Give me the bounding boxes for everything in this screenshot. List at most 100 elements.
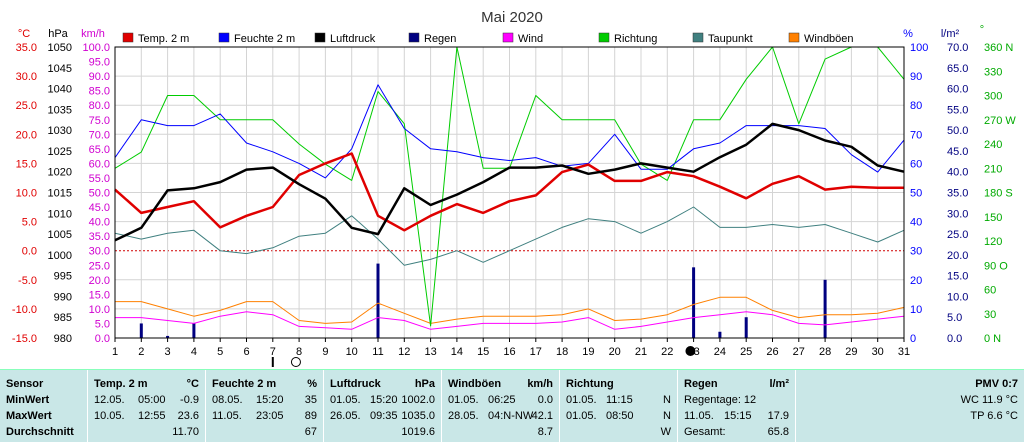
pressure-tick-label: 1050 (48, 42, 72, 54)
series-line-windb-en (115, 296, 905, 324)
rain-axis-unit: l/m² (941, 28, 960, 40)
pressure-avg-value: 1019.6 (401, 426, 435, 438)
humidity-tick-label: 90 (910, 71, 922, 83)
gust-min-time: 06:25 (488, 394, 516, 406)
stats-col-humidity: Feuchte 2 m% 08.05. 15:20 35 11.05. 23:05 89… (206, 370, 324, 442)
plot-frame (114, 46, 905, 339)
wind-tick-label: 60.0 (89, 158, 110, 170)
x-tick-label: 14 (451, 346, 463, 358)
pressure-tick-label: 1035 (48, 104, 72, 116)
rain-bar (718, 331, 722, 338)
rain-bar (192, 323, 196, 338)
temp-min-date: 12.05. (94, 394, 125, 406)
pressure-tick-label: 1030 (48, 125, 72, 137)
pressure-max-time: 09:35 (370, 410, 398, 422)
humidity-tick-label: 40 (910, 217, 922, 229)
wind-tick-label: 75.0 (89, 115, 110, 127)
temp-header: Temp. 2 m (94, 378, 148, 390)
rain-tick-label: 5.0 (947, 312, 962, 324)
rain-unit: l/m² (769, 378, 789, 390)
wind-tick-label: 55.0 (89, 173, 110, 185)
pressure-max-value: 1035.0 (401, 410, 435, 422)
humidity-max-time: 23:05 (256, 410, 284, 422)
legend-label: Luftdruck (330, 33, 376, 45)
wind-tick-label: 10.0 (89, 304, 110, 316)
rain-max-value: 17.9 (767, 410, 789, 422)
x-tick-label: 9 (322, 346, 328, 358)
legend-swatch (408, 32, 420, 43)
legend-label: Richtung (614, 33, 657, 45)
wind-tick-label: 20.0 (89, 275, 110, 287)
humidity-tick-label: 70 (910, 129, 922, 141)
series-line-wind (115, 311, 905, 330)
humidity-min-time: 15:20 (256, 394, 284, 406)
rain-tick-label: 25.0 (947, 229, 968, 241)
x-tick-label: 22 (661, 346, 673, 358)
x-tick-label: 28 (819, 346, 831, 358)
pressure-min-date: 01.05. (330, 394, 361, 406)
rain-tick-label: 10.0 (947, 291, 968, 303)
x-tick-label: 16 (503, 346, 515, 358)
pressure-tick-label: 985 (54, 312, 72, 324)
direction-tick-label: 360 N (984, 42, 1013, 54)
series-line-luftdruck (114, 122, 905, 242)
stats-col-temp: Temp. 2 m °C 12.05. 05:00 -0.9 10.05. 12:55 2… (88, 370, 206, 442)
rain-tick-label: 70.0 (947, 42, 968, 54)
rain-bar (692, 267, 696, 338)
x-tick-label: 1 (112, 346, 118, 358)
humidity-axis-unit: % (903, 28, 913, 40)
wind-tick-label: 40.0 (89, 217, 110, 229)
direction-max-time: 08:50 (606, 410, 634, 422)
rain-bar (139, 323, 143, 338)
legend-label: Taupunkt (708, 33, 753, 45)
rain-total-value: 65.8 (767, 426, 789, 438)
pressure-tick-label: 980 (54, 333, 72, 345)
wind-tick-label: 15.0 (89, 289, 110, 301)
legend-label: Temp. 2 m (138, 33, 189, 45)
direction-axis-unit: ° (980, 24, 984, 36)
temp-tick-label: 0.0 (22, 246, 37, 258)
x-tick-label: 10 (346, 346, 358, 358)
x-tick-label: 7 (270, 346, 276, 358)
humidity-tick-label: 80 (910, 100, 922, 112)
rain-tick-label: 65.0 (947, 63, 968, 75)
legend-swatch (502, 32, 514, 43)
series-line-feuchte-2-m (114, 84, 905, 179)
legend-swatch (314, 32, 326, 43)
humidity-tick-label: 50 (910, 188, 922, 200)
wind-tick-label: 30.0 (89, 246, 110, 258)
legend-swatch (122, 32, 134, 43)
rain-bar (166, 335, 170, 338)
gust-header: Windböen (448, 378, 502, 390)
direction-tick-label: 270 W (984, 115, 1016, 127)
temp-min-value: -0.9 (180, 394, 199, 406)
x-tick-label: 11 (372, 346, 383, 358)
x-tick-label: 12 (398, 346, 410, 358)
rain-total-label: Gesamt: (684, 426, 726, 438)
humidity-tick-label: 20 (910, 275, 922, 287)
pressure-max-date: 26.05. (330, 410, 361, 422)
gust-max-date: 28.05. (448, 410, 479, 422)
pressure-tick-label: 1020 (48, 167, 72, 179)
weather-chart: Mai 2020 °C hPa km/h % l/m² ° -15.0 -10.0… (11, 9, 1017, 367)
pressure-tick-label: 995 (54, 271, 72, 283)
direction-min-value: N (663, 394, 671, 406)
temp-tick-label: 15.0 (16, 158, 37, 170)
full-moon-icon (290, 357, 301, 367)
direction-max-value: N (663, 410, 671, 422)
stats-col-gust: Windböen km/h 01.05. 06:25 0.0 28.05. 04:N-N… (442, 370, 560, 442)
rain-bars (139, 263, 827, 338)
direction-tick-label: 90 O (984, 260, 1008, 272)
moon-phases (271, 346, 696, 367)
x-tick-label: 21 (635, 346, 647, 358)
direction-tick-label: 0 N (984, 333, 1001, 345)
pressure-unit: hPa (414, 378, 435, 390)
temp-tick-label: -15.0 (12, 333, 37, 345)
humidity-tick-label: 30 (910, 246, 922, 258)
humidity-max-value: 89 (304, 410, 317, 422)
humidity-tick-label: 60 (910, 158, 922, 170)
series-line-temp-2-m (114, 152, 904, 232)
rain-tick-label: 0.0 (947, 333, 962, 345)
humidity-tick-label: 100 (910, 42, 928, 54)
rain-tick-label: 45.0 (947, 146, 968, 158)
